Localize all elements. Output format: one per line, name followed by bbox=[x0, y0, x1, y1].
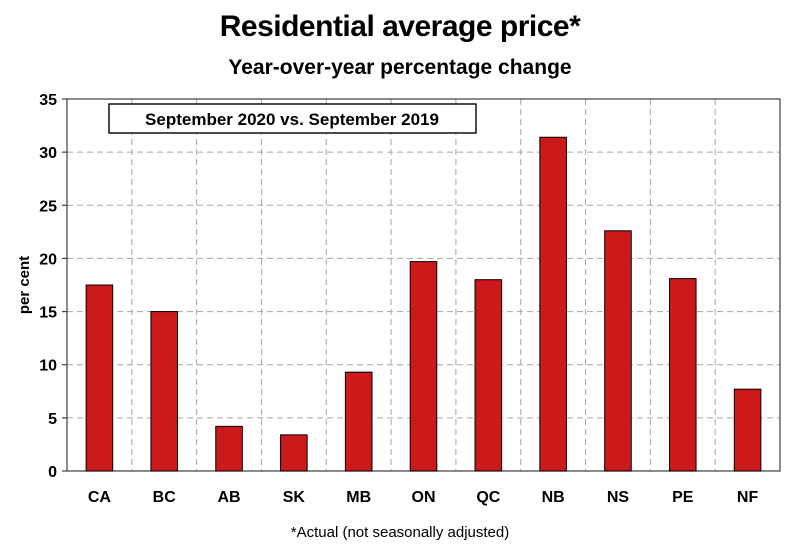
bar-ab bbox=[215, 425, 243, 472]
y-tick-label: 10 bbox=[39, 358, 57, 375]
x-tick-label: NF bbox=[737, 489, 759, 506]
y-axis-ticks: 0 5 10 15 20 25 30 35 bbox=[39, 92, 67, 481]
x-tick-label: SK bbox=[283, 489, 306, 506]
grid-lines bbox=[67, 99, 780, 471]
y-tick-label: 0 bbox=[48, 464, 57, 481]
footnote: *Actual (not seasonally adjusted) bbox=[290, 524, 510, 541]
y-tick-label: 25 bbox=[39, 198, 57, 215]
y-tick-label: 30 bbox=[39, 145, 57, 162]
bar-nb bbox=[539, 136, 567, 472]
x-tick-label: AB bbox=[217, 489, 240, 506]
y-tick-label: 15 bbox=[39, 305, 57, 322]
y-axis-label: per cent bbox=[16, 256, 33, 314]
x-tick-label: BC bbox=[153, 489, 177, 506]
y-tick-label: 20 bbox=[39, 251, 57, 268]
bar-mb bbox=[344, 371, 373, 472]
x-tick-label: PE bbox=[672, 489, 694, 506]
bar-sk bbox=[280, 434, 308, 472]
x-tick-label: ON bbox=[412, 489, 436, 506]
x-tick-label: MB bbox=[346, 489, 371, 506]
bar-ns bbox=[604, 230, 632, 472]
bar-qc bbox=[474, 279, 503, 472]
x-tick-label: NB bbox=[542, 489, 565, 506]
chart-title: Residential average price* bbox=[219, 10, 581, 43]
chart-subtitle: Year-over-year percentage change bbox=[228, 56, 572, 79]
bars bbox=[85, 136, 762, 472]
x-tick-label: QC bbox=[476, 489, 500, 506]
bar-pe bbox=[668, 278, 697, 472]
x-tick-label: CA bbox=[88, 489, 112, 506]
bar-on bbox=[409, 261, 438, 472]
x-axis-ticks: CA BC AB SK MB ON QC NB NS PE NF bbox=[88, 489, 759, 506]
annotation-box: September 2020 vs. September 2019 bbox=[108, 103, 477, 134]
bar-ca bbox=[85, 284, 114, 472]
y-tick-label: 35 bbox=[39, 92, 57, 109]
annotation-text: September 2020 vs. September 2019 bbox=[145, 110, 439, 129]
bar-nf bbox=[733, 388, 762, 472]
x-tick-label: NS bbox=[607, 489, 630, 506]
y-tick-label: 5 bbox=[48, 411, 57, 428]
bar-bc bbox=[150, 311, 179, 472]
